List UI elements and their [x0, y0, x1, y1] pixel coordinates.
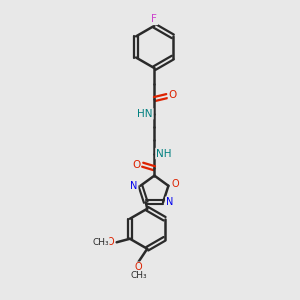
Text: N: N: [130, 181, 138, 191]
Text: N: N: [166, 197, 173, 207]
Text: O: O: [171, 179, 179, 189]
Text: O: O: [135, 262, 142, 272]
Text: CH₃: CH₃: [92, 238, 109, 247]
Text: O: O: [106, 237, 114, 247]
Text: F: F: [152, 14, 158, 24]
Text: CH₃: CH₃: [130, 271, 147, 280]
Text: NH: NH: [156, 148, 172, 158]
Text: O: O: [132, 160, 140, 170]
Text: HN: HN: [137, 109, 153, 119]
Text: O: O: [169, 90, 177, 100]
